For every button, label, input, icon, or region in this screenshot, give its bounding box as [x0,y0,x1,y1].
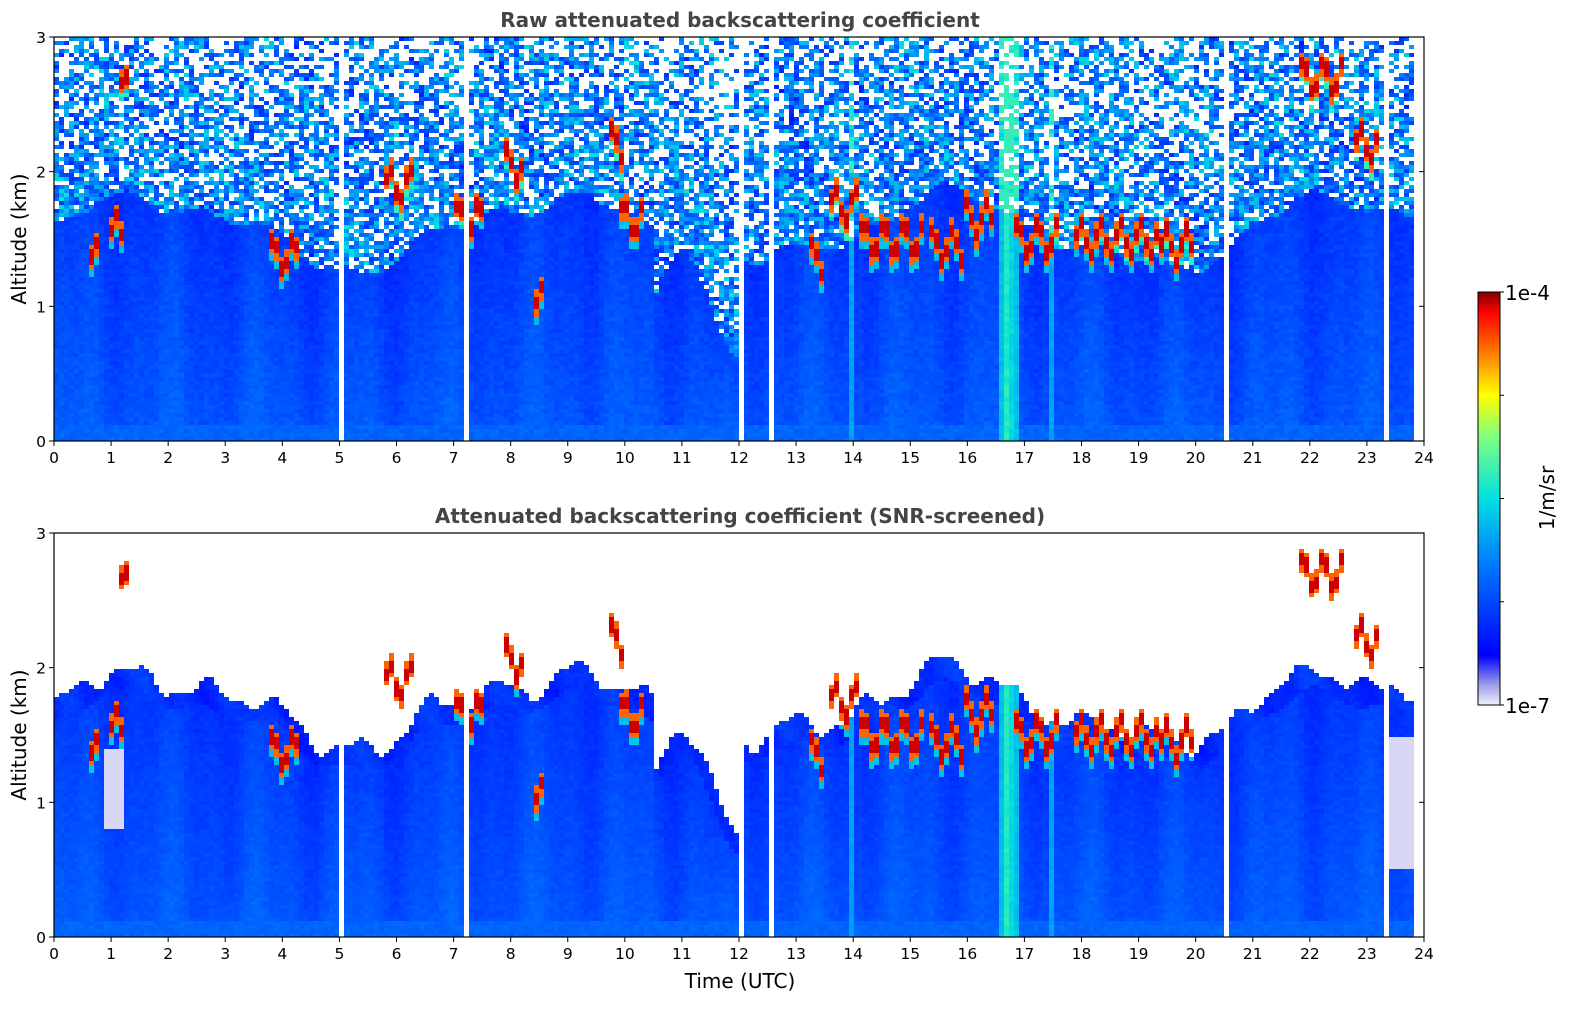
x-tick-label: 16 [957,449,977,467]
x-tick-label: 22 [1300,449,1320,467]
x-axis-ticks: 0 1 2 3 4 5 6 7 8 9 10 11 12 13 14 15 16 17 18 19 20 21 22 23 24 [49,937,1434,963]
y-tick-label: 2 [36,660,46,678]
x-tick-label: 13 [786,945,806,963]
x-tick-label: 10 [615,945,635,963]
snr-screened-backscatter-panel: Attenuated backscattering coefficient (S… [7,504,1434,993]
x-tick-label: 13 [786,449,806,467]
x-tick-label: 1 [106,449,116,467]
colorbar-gradient [1477,291,1501,706]
x-tick-label: 4 [277,945,287,963]
x-tick-label: 11 [672,449,692,467]
colorbar-max-label: 1e-4 [1505,281,1550,305]
x-tick-label: 18 [1072,945,1092,963]
x-tick-label: 6 [392,449,402,467]
y-tick-label: 1 [36,298,46,316]
x-tick-label: 14 [843,945,863,963]
x-tick-label: 7 [449,449,459,467]
x-tick-label: 18 [1072,449,1092,467]
x-tick-label: 5 [334,449,344,467]
x-tick-label: 17 [1015,449,1035,467]
heatmap-area [54,533,1424,937]
colorbar: 1e-4 1e-7 1/m/sr [1477,281,1559,718]
x-tick-label: 2 [163,449,173,467]
y-tick-label: 1 [36,794,46,812]
x-tick-label: 12 [729,945,749,963]
x-tick-label: 12 [729,449,749,467]
x-tick-label: 0 [49,449,59,467]
x-tick-label: 21 [1243,449,1263,467]
x-tick-label: 16 [957,945,977,963]
x-tick-label: 3 [220,449,230,467]
y-tick-label: 0 [36,929,46,947]
y-axis-ticks: 0 1 2 3 [36,525,1424,947]
x-tick-label: 8 [506,449,516,467]
y-tick-label: 2 [36,164,46,182]
x-tick-label: 4 [277,449,287,467]
x-tick-label: 9 [563,945,573,963]
x-tick-label: 24 [1414,449,1434,467]
y-tick-label: 0 [36,433,46,451]
y-tick-label: 3 [36,525,46,543]
x-tick-label: 20 [1186,449,1206,467]
x-tick-label: 3 [220,945,230,963]
x-tick-label: 22 [1300,945,1320,963]
panel-title: Attenuated backscattering coefficient (S… [435,504,1045,528]
x-axis-ticks: 0 1 2 3 4 5 6 7 8 9 10 11 12 13 14 15 16 17 18 19 20 21 22 23 24 [49,441,1434,467]
x-tick-label: 10 [615,449,635,467]
colorbar-min-label: 1e-7 [1505,694,1550,718]
x-tick-label: 19 [1129,449,1149,467]
x-tick-label: 15 [900,449,920,467]
y-axis-label: Altitude (km) [7,173,31,304]
panel-title: Raw attenuated backscattering coefficien… [500,8,980,32]
backscatter-heatmap [54,37,1424,441]
y-axis-label: Altitude (km) [7,669,31,800]
y-axis-ticks: 0 1 2 3 [36,29,1424,451]
x-tick-label: 17 [1015,945,1035,963]
colorbar-unit-label: 1/m/sr [1535,465,1559,530]
x-tick-label: 24 [1414,945,1434,963]
y-tick-label: 3 [36,29,46,47]
x-tick-label: 19 [1129,945,1149,963]
x-tick-label: 23 [1357,945,1377,963]
raw-backscatter-panel: Raw attenuated backscattering coefficien… [7,8,1434,467]
x-tick-label: 11 [672,945,692,963]
x-tick-label: 14 [843,449,863,467]
x-tick-label: 5 [334,945,344,963]
x-tick-label: 20 [1186,945,1206,963]
x-tick-label: 9 [563,449,573,467]
x-tick-label: 2 [163,945,173,963]
x-tick-label: 6 [392,945,402,963]
x-tick-label: 23 [1357,449,1377,467]
heatmap-area [54,37,1424,441]
x-tick-label: 21 [1243,945,1263,963]
x-tick-label: 15 [900,945,920,963]
x-tick-label: 1 [106,945,116,963]
x-tick-label: 0 [49,945,59,963]
backscatter-heatmap [54,533,1424,937]
x-axis-label: Time (UTC) [684,969,796,993]
x-tick-label: 8 [506,945,516,963]
x-tick-label: 7 [449,945,459,963]
